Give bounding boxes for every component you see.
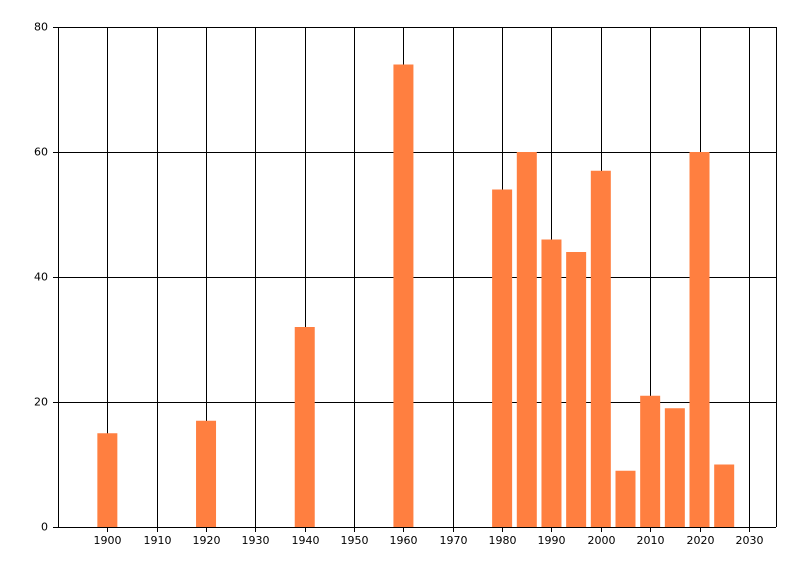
bar xyxy=(196,420,217,527)
bar xyxy=(294,327,315,527)
x-tick-label: 1970 xyxy=(440,534,468,547)
bar xyxy=(664,408,685,527)
bar xyxy=(615,470,636,527)
bar xyxy=(640,395,661,527)
bar xyxy=(689,152,710,527)
bar xyxy=(393,64,414,527)
x-tick-label: 1940 xyxy=(292,534,320,547)
x-tick-label: 1910 xyxy=(144,534,172,547)
bar xyxy=(516,152,537,527)
y-tick-label: 40 xyxy=(34,271,48,284)
bar xyxy=(590,170,611,527)
x-tick-label: 1990 xyxy=(538,534,566,547)
y-tick-label: 0 xyxy=(41,521,48,534)
x-tick-label: 2030 xyxy=(736,534,764,547)
x-tick-label: 1950 xyxy=(341,534,369,547)
y-tick-label: 60 xyxy=(34,146,48,159)
bar xyxy=(492,189,513,527)
x-tick-label: 2000 xyxy=(588,534,616,547)
bar xyxy=(97,433,118,527)
x-tick-label: 1900 xyxy=(94,534,122,547)
x-tick-label: 1930 xyxy=(242,534,270,547)
x-tick-label: 2020 xyxy=(687,534,715,547)
x-tick-label: 1960 xyxy=(390,534,418,547)
x-tick-label: 2010 xyxy=(637,534,665,547)
bar xyxy=(541,239,562,527)
x-tick-label: 1920 xyxy=(193,534,221,547)
bar xyxy=(714,464,735,527)
bar xyxy=(566,252,587,527)
x-tick-label: 1980 xyxy=(489,534,517,547)
y-tick-label: 80 xyxy=(34,21,48,34)
y-tick-label: 20 xyxy=(34,396,48,409)
